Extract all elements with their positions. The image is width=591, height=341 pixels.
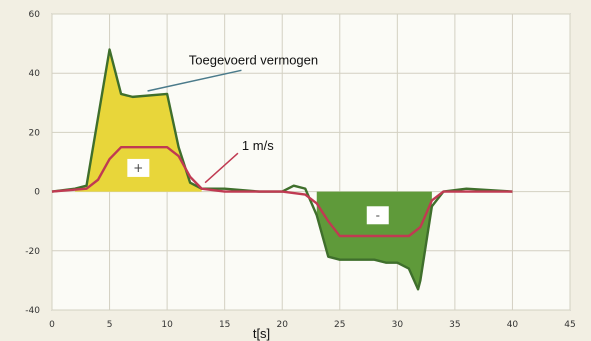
- x-tick-label: 35: [449, 320, 460, 330]
- series-line-0: [51, 48, 513, 291]
- x-tick-label: 0: [49, 320, 55, 330]
- sign-box-label-1: -: [376, 208, 380, 222]
- x-tick-label: 10: [161, 320, 173, 330]
- x-tick-label: 45: [564, 320, 575, 330]
- sign-boxes: +-: [127, 158, 389, 225]
- y-tick-label: -40: [25, 306, 40, 316]
- sign-box-1: [366, 206, 389, 225]
- x-tick-label: 25: [334, 320, 345, 330]
- x-tick-label: 40: [507, 320, 519, 330]
- x-tick-label: 15: [219, 320, 230, 330]
- sign-box-label-0: +: [133, 161, 143, 175]
- sign-box-0: [127, 158, 150, 177]
- x-tick-label: 20: [276, 320, 288, 330]
- annotation-power-label: Toegevoerd vermogen: [189, 52, 318, 67]
- y-tick-label: 60: [29, 10, 41, 20]
- annotation-speed-label: 1 m/s: [242, 138, 274, 153]
- annotations: Toegevoerd vermogen 1 m/s: [147, 52, 318, 184]
- annotation-leader: [147, 69, 242, 92]
- y-tick-label: 0: [34, 188, 40, 198]
- tick-labels: 0 5 10 15 20 25 30 35 40 45 60 40 20 0 -20 -40: [25, 10, 575, 330]
- y-tick-label: -20: [25, 247, 40, 257]
- y-tick-label: 20: [29, 128, 41, 138]
- annotation-leader: [204, 152, 239, 184]
- x-tick-label: 30: [392, 320, 404, 330]
- series-lines: [51, 48, 513, 291]
- area-fill-0: [75, 49, 202, 192]
- x-axis-label: t[s]: [253, 326, 270, 341]
- series-line-1: [51, 145, 513, 238]
- y-tick-label: 40: [29, 69, 41, 79]
- x-tick-label: 5: [107, 320, 113, 330]
